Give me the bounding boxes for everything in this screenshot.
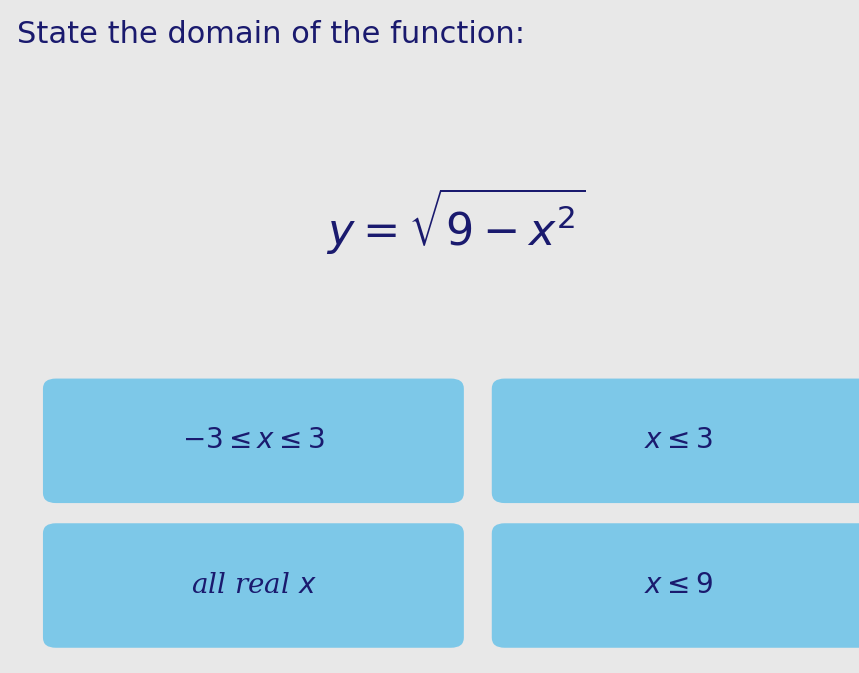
- Text: $y = \sqrt{9 - x^2}$: $y = \sqrt{9 - x^2}$: [326, 186, 585, 258]
- FancyBboxPatch shape: [43, 379, 464, 503]
- Text: $x \leq 3$: $x \leq 3$: [644, 427, 713, 454]
- Text: $-3 \leq x \leq 3$: $-3 \leq x \leq 3$: [182, 427, 325, 454]
- Text: State the domain of the function:: State the domain of the function:: [17, 20, 525, 49]
- Text: all real $x$: all real $x$: [191, 572, 316, 599]
- FancyBboxPatch shape: [491, 524, 859, 647]
- FancyBboxPatch shape: [491, 379, 859, 503]
- Text: $x \leq 9$: $x \leq 9$: [644, 572, 713, 599]
- FancyBboxPatch shape: [43, 524, 464, 647]
